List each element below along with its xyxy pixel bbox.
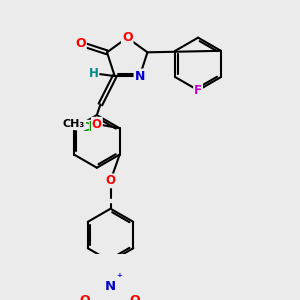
Text: H: H: [88, 67, 98, 80]
Text: F: F: [194, 84, 202, 97]
Text: O: O: [106, 174, 116, 188]
Text: N: N: [105, 280, 116, 293]
Text: O: O: [92, 118, 102, 131]
Text: ⁺: ⁺: [117, 273, 123, 283]
Text: N: N: [134, 70, 145, 83]
Text: O: O: [130, 294, 140, 300]
Text: O: O: [122, 31, 133, 44]
Text: O: O: [75, 37, 86, 50]
Text: O: O: [79, 294, 89, 300]
Text: CH₃: CH₃: [63, 119, 85, 129]
Text: Cl: Cl: [80, 121, 93, 134]
Text: ⁻: ⁻: [72, 299, 78, 300]
